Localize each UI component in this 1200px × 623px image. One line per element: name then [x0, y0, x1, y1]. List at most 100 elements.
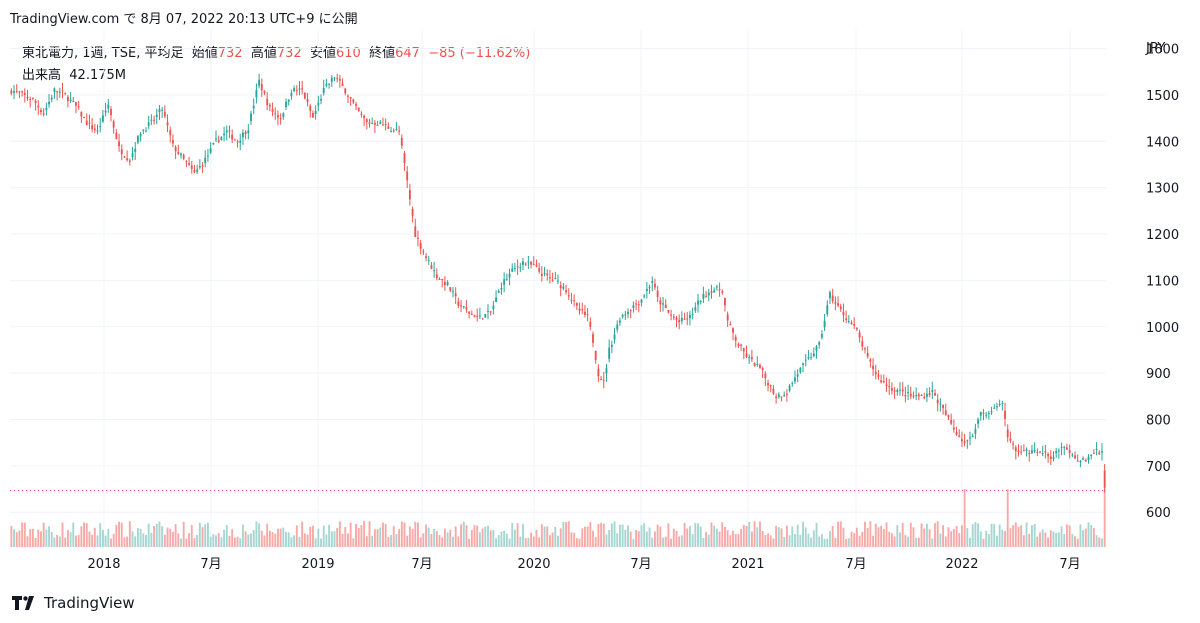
x-tick-label: 2020	[517, 557, 550, 572]
candle-body	[77, 106, 80, 108]
volume-bar	[842, 527, 845, 547]
volume-bar	[252, 530, 255, 547]
volume-bar	[29, 528, 32, 547]
volume-bar	[145, 534, 147, 547]
volume-bar	[656, 524, 659, 547]
candle-body	[783, 394, 786, 396]
candle-body	[258, 79, 261, 86]
volume-bar	[185, 538, 188, 547]
volume-bar	[1036, 536, 1039, 547]
volume-bar	[112, 533, 115, 547]
volume-bar	[912, 527, 915, 547]
candle-body	[915, 395, 918, 397]
volume-bar	[260, 530, 263, 547]
candle-body	[1087, 456, 1090, 460]
volume-bar	[893, 536, 896, 547]
volume-bar	[683, 522, 686, 547]
candle-body	[247, 130, 250, 134]
candle-body	[1082, 458, 1085, 460]
candle-body	[233, 139, 236, 141]
candle-body	[737, 343, 740, 347]
candle-body	[460, 305, 462, 307]
volume-bar	[785, 525, 788, 547]
volume-bar	[839, 521, 842, 547]
y-tick-label: 900	[1146, 367, 1171, 382]
volume-bar	[344, 527, 347, 547]
volume-bar	[907, 536, 910, 547]
volume-bar	[489, 530, 492, 547]
candle-body	[1020, 451, 1023, 453]
candle-body	[890, 387, 893, 391]
volume-bar	[433, 528, 436, 547]
candle-body	[503, 279, 506, 285]
volume-bar	[233, 537, 236, 547]
volume-bar	[131, 531, 134, 547]
volume-bar	[75, 535, 77, 547]
candle-body	[241, 132, 244, 138]
candle-body	[147, 122, 150, 126]
volume-bar	[244, 531, 247, 547]
volume-bar	[939, 533, 942, 547]
candle-body	[855, 327, 858, 330]
close-value: 647	[395, 46, 420, 61]
candle-body	[780, 396, 783, 398]
candle-body	[853, 324, 856, 326]
volume-bar	[196, 534, 199, 547]
candle-body	[794, 377, 796, 382]
volume-bar	[977, 523, 980, 547]
candle-body	[656, 290, 659, 297]
candle-body	[872, 365, 875, 370]
volume-bar	[664, 536, 667, 547]
volume-bar	[804, 527, 807, 547]
volume-bar	[613, 521, 616, 547]
candle-body	[101, 115, 104, 122]
volume-bar	[325, 534, 328, 547]
candle-body	[775, 396, 778, 399]
candle-body	[678, 319, 681, 323]
volume-bar	[705, 531, 708, 547]
candle-body	[23, 93, 26, 95]
volume-bar	[285, 531, 287, 547]
volume-bar	[476, 525, 479, 547]
candle-body	[333, 77, 336, 79]
candle-body	[1041, 453, 1044, 455]
candle-body	[877, 375, 880, 377]
volume-bar	[715, 528, 718, 547]
candle-body	[188, 163, 191, 165]
candle-body	[150, 119, 153, 121]
candle-body	[750, 357, 753, 360]
volume-bar	[759, 521, 761, 547]
volume-bars	[10, 489, 1106, 547]
candle-body	[648, 286, 651, 288]
candle-body	[115, 132, 118, 139]
volume-bar	[920, 523, 923, 547]
volume-bar	[298, 536, 301, 547]
volume-bar	[395, 534, 398, 547]
candle-body	[694, 307, 697, 311]
candle-body	[15, 90, 18, 92]
volume-bar	[223, 529, 226, 547]
candle-body	[376, 125, 379, 127]
volume-bar	[831, 525, 834, 547]
footer-brand[interactable]: TradingView	[12, 594, 135, 612]
x-tick-label: 2018	[87, 557, 120, 572]
volume-bar	[936, 521, 939, 547]
candle-body	[928, 393, 931, 396]
volume-bar	[403, 522, 406, 547]
volume-bar	[589, 522, 592, 547]
volume-bar	[618, 524, 621, 547]
candle-body	[920, 394, 923, 396]
x-tick-label: 7月	[630, 557, 651, 572]
candle-body	[37, 105, 40, 108]
candle-body	[565, 290, 568, 293]
candle-body	[616, 324, 619, 330]
volume-bar	[85, 523, 88, 547]
volume-bar	[610, 523, 613, 547]
candle-body	[166, 122, 169, 126]
candle-body	[570, 299, 573, 301]
volume-bar	[963, 489, 966, 547]
candle-body	[201, 165, 204, 167]
candle-body	[689, 315, 691, 319]
volume-bar	[1101, 538, 1103, 547]
